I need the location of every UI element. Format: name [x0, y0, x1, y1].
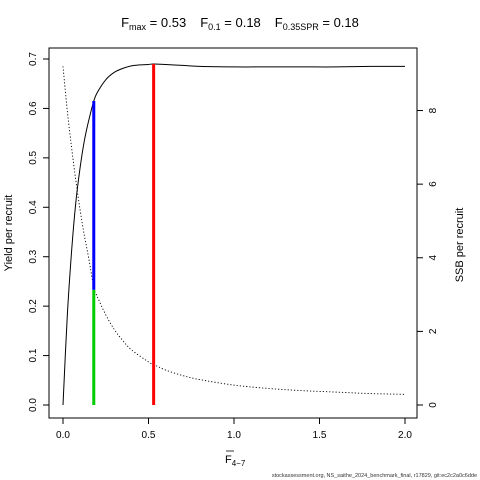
x-axis: 0.0 0.5 1.0 1.5 2.0 [56, 417, 412, 441]
y-left-tick-label: 0.1 [28, 348, 39, 362]
reference-lines-layer [92, 63, 156, 405]
y-right-tick-label: 4 [428, 255, 439, 261]
series-layer [62, 63, 406, 406]
x-axis-label-sub: 4−7 [232, 459, 246, 468]
y-left-tick-label: 0.2 [28, 299, 39, 313]
yield-per-recruit-line [62, 63, 406, 406]
y-axis-right: 0 2 4 6 8 [417, 107, 439, 408]
y-right-tick-label: 8 [428, 107, 439, 113]
chart-title: Fmax = 0.53 F0.1 = 0.18 F0.35SPR = 0.18 [121, 15, 359, 32]
y-left-tick-label: 0.6 [28, 101, 39, 115]
x-tick-label: 1.0 [227, 430, 241, 441]
title-fmax-value: = 0.53 [146, 15, 186, 30]
title-f01-sub: 0.1 [208, 22, 221, 32]
title-fmax-sub: max [129, 22, 147, 32]
x-axis-label-main: F [225, 454, 232, 466]
y-right-tick-label: 0 [428, 402, 439, 408]
ssb-per-recruit-line [62, 66, 406, 395]
x-tick-label: 0.0 [56, 430, 70, 441]
x-tick-label: 0.5 [142, 430, 156, 441]
y-left-tick-label: 0.7 [28, 52, 39, 66]
y-right-tick-label: 2 [428, 328, 439, 334]
title-fspr-sub: 0.35SPR [283, 22, 320, 32]
x-axis-label: F4−7 [225, 450, 246, 468]
title-fspr-label: F [275, 15, 283, 30]
plot-frame [48, 47, 418, 419]
x-tick-label: 2.0 [398, 430, 412, 441]
y-left-tick-label: 0.3 [28, 249, 39, 263]
y-left-tick-label: 0.0 [28, 398, 39, 412]
title-fspr-value: = 0.18 [319, 15, 359, 30]
y-left-tick-label: 0.4 [28, 200, 39, 214]
title-fmax-label: F [121, 15, 129, 30]
x-axis-label-text: F4−7 [225, 454, 246, 468]
x-tick-label: 1.5 [313, 430, 327, 441]
y-axis-left-label: Yield per recruit [3, 195, 15, 272]
y-left-tick-label: 0.5 [28, 150, 39, 164]
y-axis-right-label: SSB per recruit [454, 208, 466, 283]
y-right-tick-label: 6 [428, 181, 439, 187]
y-axis-left: 0.0 0.1 0.2 0.3 0.4 0.5 0.6 0.7 [28, 52, 49, 412]
title-f01-label: F [200, 15, 208, 30]
title-f01-value: = 0.18 [221, 15, 261, 30]
footer-provenance: stockassessment.org, NS_saithe_2024_benc… [272, 473, 477, 479]
